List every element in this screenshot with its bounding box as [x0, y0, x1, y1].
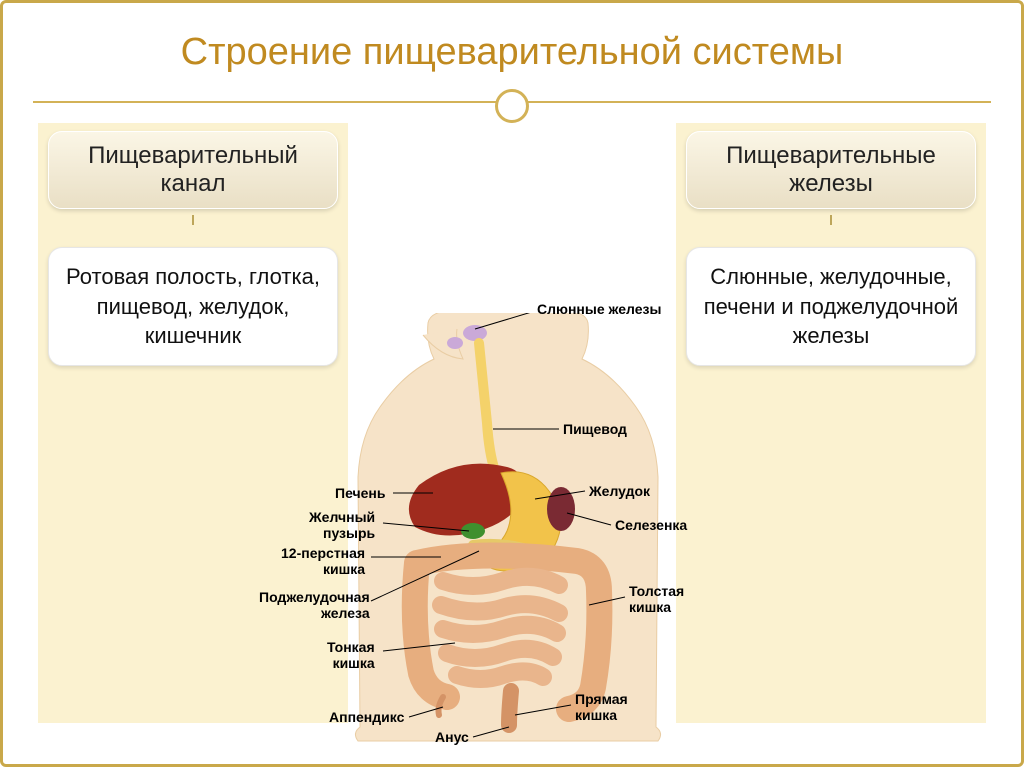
left-connector	[192, 215, 194, 225]
label-anus: Анус	[435, 729, 469, 745]
slide-frame: Строение пищеварительной системы Пищевар…	[0, 0, 1024, 767]
title-container: Строение пищеварительной системы	[3, 3, 1021, 74]
left-body-text: Ротовая полость, глотка, пищевод, желудо…	[66, 264, 320, 348]
label-small-intestine: Тонкая кишка	[327, 639, 375, 671]
label-stomach: Желудок	[589, 483, 650, 499]
right-heading-pill: Пищеварительные железы	[686, 131, 976, 209]
left-column-bg	[38, 123, 348, 723]
label-pancreas: Поджелудочная железа	[259, 589, 370, 621]
label-gallbladder: Желчный пузырь	[309, 509, 375, 541]
label-salivary: Слюнные железы	[537, 301, 661, 317]
label-large-intestine: Толстая кишка	[629, 583, 684, 615]
left-heading-text: Пищеварительный канал	[88, 142, 298, 198]
left-body-box: Ротовая полость, глотка, пищевод, желудо…	[48, 247, 338, 366]
right-body-text: Слюнные, желудочные, печени и поджелудоч…	[704, 264, 959, 348]
right-heading-text: Пищеварительные железы	[726, 142, 936, 198]
label-rectum: Прямая кишка	[575, 691, 628, 723]
label-appendix: Аппендикс	[329, 709, 404, 725]
left-heading-pill: Пищеварительный канал	[48, 131, 338, 209]
label-liver: Печень	[335, 485, 385, 501]
right-connector	[830, 215, 832, 225]
page-title: Строение пищеварительной системы	[181, 31, 844, 73]
label-spleen: Селезенка	[615, 517, 687, 533]
label-esophagus: Пищевод	[563, 421, 627, 437]
title-circle-icon	[495, 89, 529, 123]
right-column-bg	[676, 123, 986, 723]
anatomy-diagram: Слюнные железы Пищевод Печень Желудок Же…	[323, 313, 703, 743]
right-body-box: Слюнные, желудочные, печени и поджелудоч…	[686, 247, 976, 366]
label-duodenum: 12-перстная кишка	[281, 545, 365, 577]
